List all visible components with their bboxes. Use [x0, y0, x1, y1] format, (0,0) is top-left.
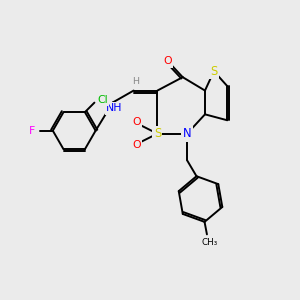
Text: H: H — [132, 76, 139, 85]
Text: S: S — [210, 65, 218, 78]
Text: CH₃: CH₃ — [202, 238, 218, 247]
Text: O: O — [132, 140, 141, 150]
Text: S: S — [154, 127, 161, 140]
Text: NH: NH — [106, 103, 123, 113]
Text: N: N — [183, 127, 191, 140]
Text: F: F — [29, 126, 35, 136]
Text: O: O — [163, 56, 172, 66]
Text: Cl: Cl — [98, 95, 108, 105]
Text: O: O — [132, 117, 141, 128]
